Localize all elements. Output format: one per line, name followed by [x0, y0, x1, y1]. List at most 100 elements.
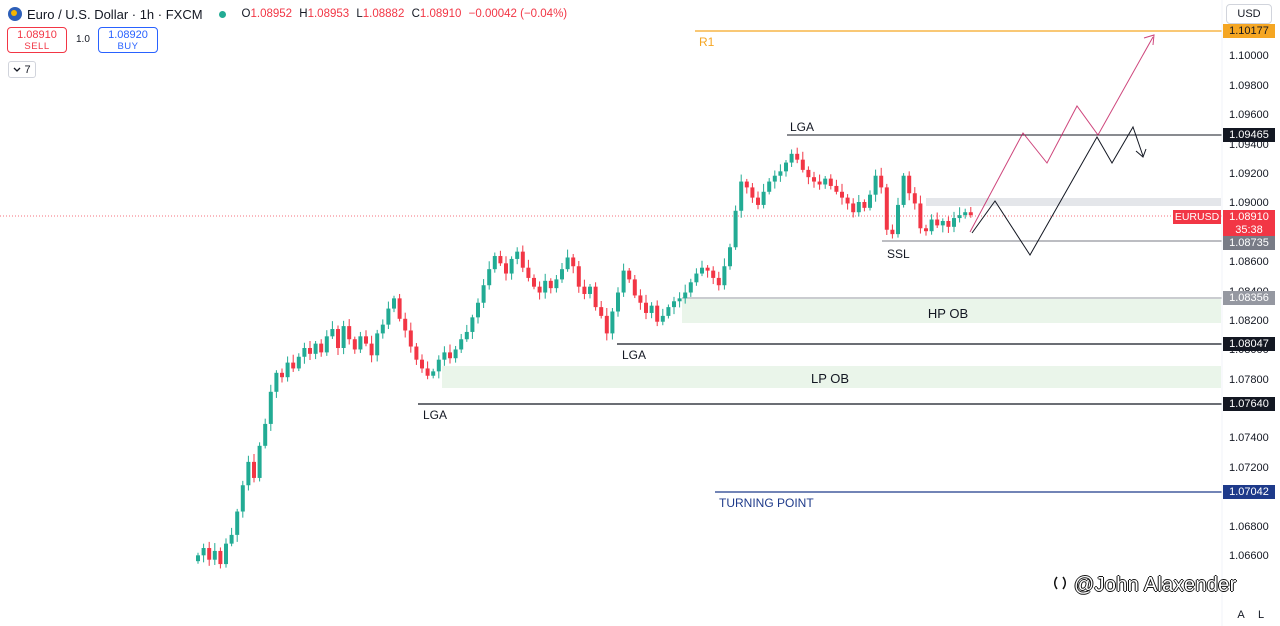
candle-body [677, 298, 682, 302]
candle-body [627, 270, 632, 280]
candle-body [756, 197, 760, 205]
axis-label: 1.07200 [1229, 462, 1269, 474]
candle-body [828, 178, 833, 186]
axis-label: 1.09600 [1229, 109, 1269, 121]
candle-body [862, 202, 867, 208]
candle-body [386, 308, 391, 325]
candle-body [548, 280, 553, 289]
candle-body [229, 534, 234, 544]
buy-price: 1.08920 [108, 29, 148, 41]
candle-body [369, 343, 374, 356]
candle-body [851, 203, 856, 213]
candle-body [464, 331, 469, 340]
low-key: L [356, 8, 363, 20]
candle-body [621, 270, 626, 293]
eur-usd-flag-icon [8, 7, 22, 21]
candle-body [907, 175, 912, 194]
symbol-title[interactable]: Euro / U.S. Dollar · 1h · FXCM [27, 6, 203, 22]
candle-body [565, 257, 570, 270]
candle-body [476, 302, 480, 318]
axis-label: 1.09800 [1229, 80, 1269, 92]
candle-body [946, 220, 951, 227]
candle-body [481, 285, 486, 303]
lga-low-label: LGA [423, 408, 448, 422]
candle-body [599, 307, 604, 316]
axis-label: 1.07400 [1229, 432, 1269, 444]
candle-body [767, 181, 772, 192]
lga-top-label: LGA [790, 120, 815, 134]
symbol-tag: EURUSD [1173, 210, 1221, 224]
axis-label: 1.10000 [1229, 50, 1269, 62]
candle-body [470, 317, 475, 332]
candle-body [571, 257, 576, 267]
log-scale-button[interactable]: L [1257, 609, 1265, 621]
candle-body [616, 292, 620, 312]
candle-body [218, 550, 223, 565]
candle-body [425, 368, 430, 376]
candle-body [784, 162, 788, 172]
indicators-toggle[interactable]: 7 [8, 61, 36, 78]
candle-body [750, 187, 755, 198]
turning-point-label: TURNING POINT [719, 496, 814, 510]
candle-body [420, 359, 424, 369]
candle-body [431, 371, 436, 376]
supply-zone [926, 198, 1221, 206]
axis-label: 1.07800 [1229, 374, 1269, 386]
candle-body [240, 485, 245, 512]
sell-button[interactable]: 1.08910 SELL [7, 27, 67, 53]
candle-body [582, 286, 587, 294]
candle-body [201, 548, 206, 556]
close-value: 1.08910 [419, 8, 462, 20]
candle-body [644, 302, 648, 313]
candlestick-series [196, 147, 973, 569]
candle-body [296, 356, 301, 369]
candle-body [280, 372, 284, 378]
ohlc-values: O1.08952 H1.08953 L1.08882 C1.08910 −0.0… [238, 8, 568, 20]
candle-body [246, 461, 251, 486]
candle-body [716, 277, 721, 286]
candle-body [666, 307, 671, 316]
currency-selector[interactable]: USD [1226, 4, 1272, 24]
bearish-projection-arrowhead [1135, 148, 1147, 158]
candle-body [924, 228, 928, 232]
candle-body [442, 352, 447, 360]
symbol-header: Euro / U.S. Dollar · 1h · FXCM O1.08952 … [8, 5, 567, 23]
candle-body [940, 220, 945, 226]
candle-body [285, 362, 290, 378]
candle-body [823, 178, 828, 185]
bar-countdown: 35:38 [1235, 223, 1263, 236]
candle-body [302, 348, 307, 357]
buy-button[interactable]: 1.08920 BUY [98, 27, 158, 53]
candle-body [392, 298, 396, 309]
candle-body [739, 181, 744, 211]
auto-scale-button[interactable]: A [1237, 609, 1245, 621]
bullish-projection-path [969, 36, 1154, 233]
candle-body [800, 159, 805, 170]
candle-body [660, 315, 665, 322]
candle-body [896, 204, 900, 235]
candle-body [576, 266, 581, 287]
candle-body [778, 171, 783, 176]
candle-body [952, 218, 956, 227]
sell-price: 1.08910 [17, 29, 57, 41]
candle-body [700, 267, 704, 274]
candle-body [672, 301, 676, 308]
candle-body [649, 305, 654, 313]
high-value: 1.08953 [307, 8, 350, 20]
candle-body [414, 346, 419, 360]
candle-body [268, 391, 273, 424]
candle-body [498, 256, 503, 264]
candle-body [319, 343, 324, 353]
last-price-tag: 1.08910 35:38 [1223, 210, 1275, 236]
candle-body [806, 169, 811, 178]
candle-body [313, 343, 318, 354]
candle-body [733, 210, 738, 248]
candle-body [929, 219, 934, 232]
hp-ob-zone [682, 299, 1221, 323]
candle-body [537, 286, 542, 293]
candle-body [856, 202, 861, 213]
candle-body [963, 212, 968, 216]
candle-body [448, 352, 452, 359]
axis-label: 1.06600 [1229, 550, 1269, 562]
